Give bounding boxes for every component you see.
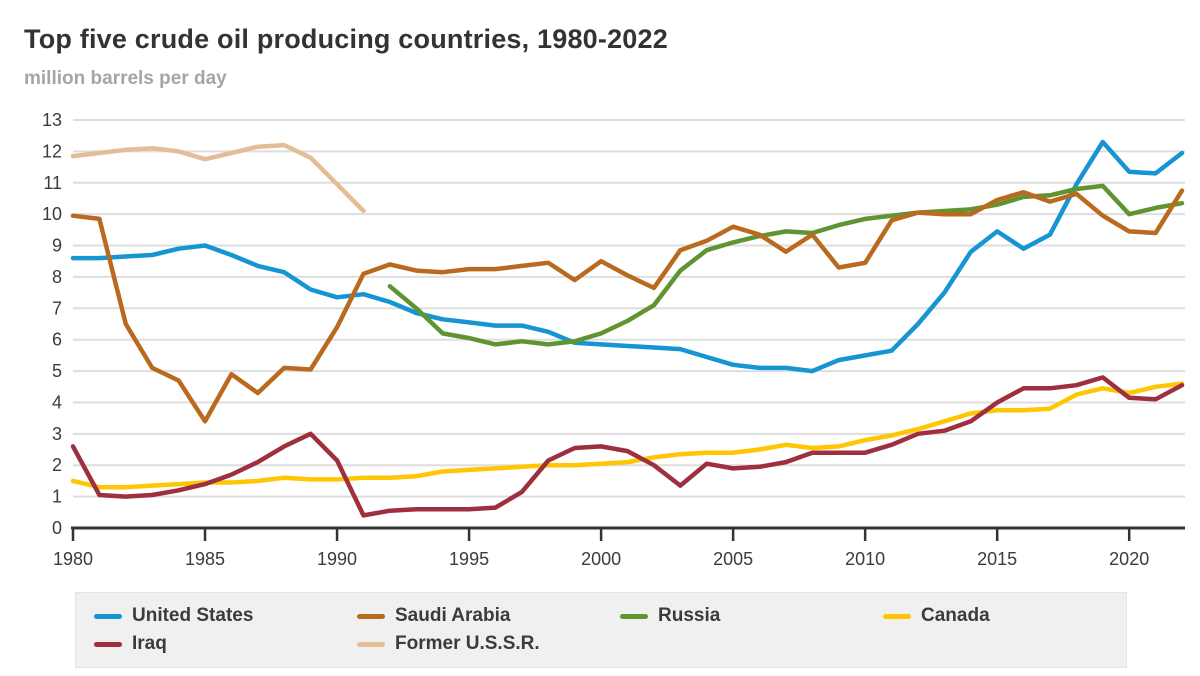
legend-item-united-states: United States (94, 602, 357, 630)
legend-swatch-russia (620, 613, 648, 619)
legend-item-russia: Russia (620, 602, 883, 630)
y-tick-label: 7 (52, 298, 62, 318)
legend-label-canada: Canada (921, 605, 990, 626)
series-line-united-states (70, 139, 1185, 374)
legend-label-united-states: United States (132, 605, 254, 626)
x-tick-label: 2005 (713, 549, 753, 569)
y-tick-label: 4 (52, 392, 62, 412)
legend-item-iraq: Iraq (94, 630, 357, 658)
y-tick-label: 11 (43, 173, 62, 193)
y-tick-label: 6 (52, 330, 62, 350)
legend-swatch-saudi-arabia (357, 613, 385, 619)
y-tick-label: 2 (52, 455, 62, 475)
legend-item-canada: Canada (883, 602, 1114, 630)
y-tick-label: 10 (42, 204, 62, 224)
y-tick-label: 9 (52, 236, 62, 256)
series-line-russia (387, 183, 1185, 347)
y-tick-label: 3 (52, 424, 62, 444)
y-tick-label: 1 (52, 487, 62, 507)
legend-swatch-former-ussr (357, 641, 385, 647)
legend-label-russia: Russia (658, 605, 721, 626)
legend-label-saudi-arabia: Saudi Arabia (395, 605, 511, 626)
x-tick-label: 1990 (317, 549, 357, 569)
legend-swatch-united-states (94, 613, 122, 619)
series-line-iraq (70, 375, 1185, 518)
y-tick-label: 5 (52, 361, 62, 381)
x-tick-label: 1980 (53, 549, 93, 569)
y-tick-label: 12 (42, 141, 62, 161)
x-tick-label: 2010 (845, 549, 885, 569)
x-tick-label: 1985 (185, 549, 225, 569)
series-line-former-ussr (70, 142, 366, 214)
legend-swatch-canada (883, 613, 911, 619)
x-tick-label: 2000 (581, 549, 621, 569)
x-tick-label: 1995 (449, 549, 489, 569)
legend-swatch-iraq (94, 641, 122, 647)
y-tick-label: 0 (52, 518, 62, 538)
legend-label-former-ussr: Former U.S.S.R. (395, 633, 540, 654)
legend-item-saudi-arabia: Saudi Arabia (357, 602, 620, 630)
x-tick-label: 2020 (1109, 549, 1149, 569)
x-tick-label: 2015 (977, 549, 1017, 569)
chart-legend: United States Saudi Arabia Russia Canada Ira… (75, 592, 1127, 668)
legend-label-iraq: Iraq (132, 633, 167, 654)
series-line-canada (70, 381, 1185, 490)
y-tick-label: 8 (52, 267, 62, 287)
legend-item-former-ussr: Former U.S.S.R. (357, 630, 620, 658)
y-tick-label: 13 (42, 110, 62, 130)
y-axis-units-label: million barrels per day (24, 68, 227, 89)
series-line-saudi-arabia (70, 188, 1185, 424)
page-title: Top five crude oil producing countries, … (24, 24, 668, 55)
